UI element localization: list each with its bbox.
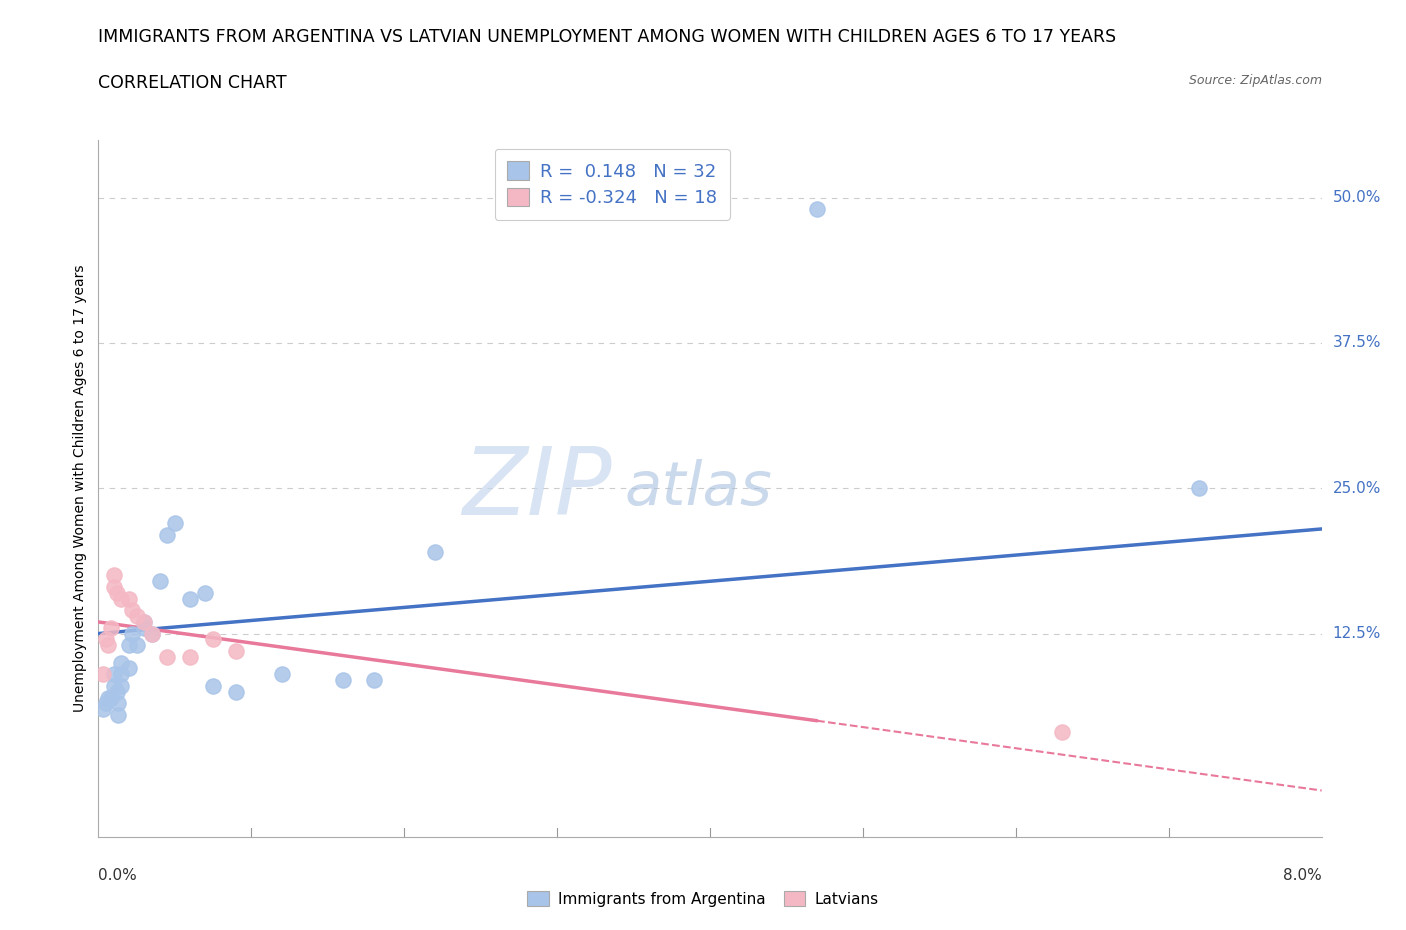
Point: [94, 696, 117, 711]
Point: [225, 684, 247, 699]
Point: [332, 672, 354, 687]
Text: 12.5%: 12.5%: [1333, 626, 1381, 641]
Point: [163, 516, 186, 531]
Point: [149, 574, 172, 589]
Y-axis label: Unemployment Among Women with Children Ages 6 to 17 years: Unemployment Among Women with Children A…: [73, 264, 87, 712]
Text: 8.0%: 8.0%: [1282, 868, 1322, 883]
Point: [134, 615, 156, 630]
Point: [1050, 725, 1073, 740]
Legend: R =  0.148   N = 32, R = -0.324   N = 18: R = 0.148 N = 32, R = -0.324 N = 18: [495, 149, 730, 219]
Point: [118, 591, 141, 606]
Text: IMMIGRANTS FROM ARGENTINA VS LATVIAN UNEMPLOYMENT AMONG WOMEN WITH CHILDREN AGES: IMMIGRANTS FROM ARGENTINA VS LATVIAN UNE…: [98, 28, 1116, 46]
Point: [125, 638, 148, 653]
Point: [1188, 481, 1211, 496]
Point: [806, 202, 828, 217]
Text: Source: ZipAtlas.com: Source: ZipAtlas.com: [1188, 74, 1322, 87]
Point: [156, 527, 179, 542]
Point: [103, 568, 125, 583]
Point: [125, 609, 148, 624]
Point: [202, 679, 225, 694]
Point: [194, 586, 217, 601]
Point: [107, 708, 129, 723]
Legend: Immigrants from Argentina, Latvians: Immigrants from Argentina, Latvians: [522, 885, 884, 913]
Point: [118, 638, 141, 653]
Text: ZIP: ZIP: [463, 443, 612, 534]
Point: [94, 632, 117, 647]
Text: atlas: atlas: [624, 458, 772, 518]
Point: [134, 615, 156, 630]
Point: [110, 656, 132, 671]
Text: CORRELATION CHART: CORRELATION CHART: [98, 74, 287, 92]
Point: [91, 667, 114, 682]
Point: [103, 667, 125, 682]
Point: [105, 684, 128, 699]
Point: [97, 690, 120, 705]
Point: [107, 696, 129, 711]
Point: [202, 632, 225, 647]
Point: [100, 620, 122, 635]
Point: [97, 638, 120, 653]
Point: [270, 667, 294, 682]
Text: 37.5%: 37.5%: [1333, 336, 1381, 351]
Point: [110, 679, 132, 694]
Point: [121, 626, 143, 641]
Point: [179, 591, 201, 606]
Text: 25.0%: 25.0%: [1333, 481, 1381, 496]
Point: [363, 672, 385, 687]
Point: [103, 679, 125, 694]
Point: [141, 626, 163, 641]
Point: [121, 603, 143, 618]
Point: [100, 690, 122, 705]
Point: [105, 586, 128, 601]
Point: [141, 626, 163, 641]
Text: 0.0%: 0.0%: [98, 868, 138, 883]
Point: [110, 591, 132, 606]
Text: 50.0%: 50.0%: [1333, 190, 1381, 206]
Point: [134, 620, 156, 635]
Point: [103, 579, 125, 594]
Point: [156, 649, 179, 664]
Point: [110, 667, 132, 682]
Point: [225, 644, 247, 658]
Point: [118, 661, 141, 676]
Point: [179, 649, 201, 664]
Point: [91, 701, 114, 716]
Point: [423, 545, 446, 560]
